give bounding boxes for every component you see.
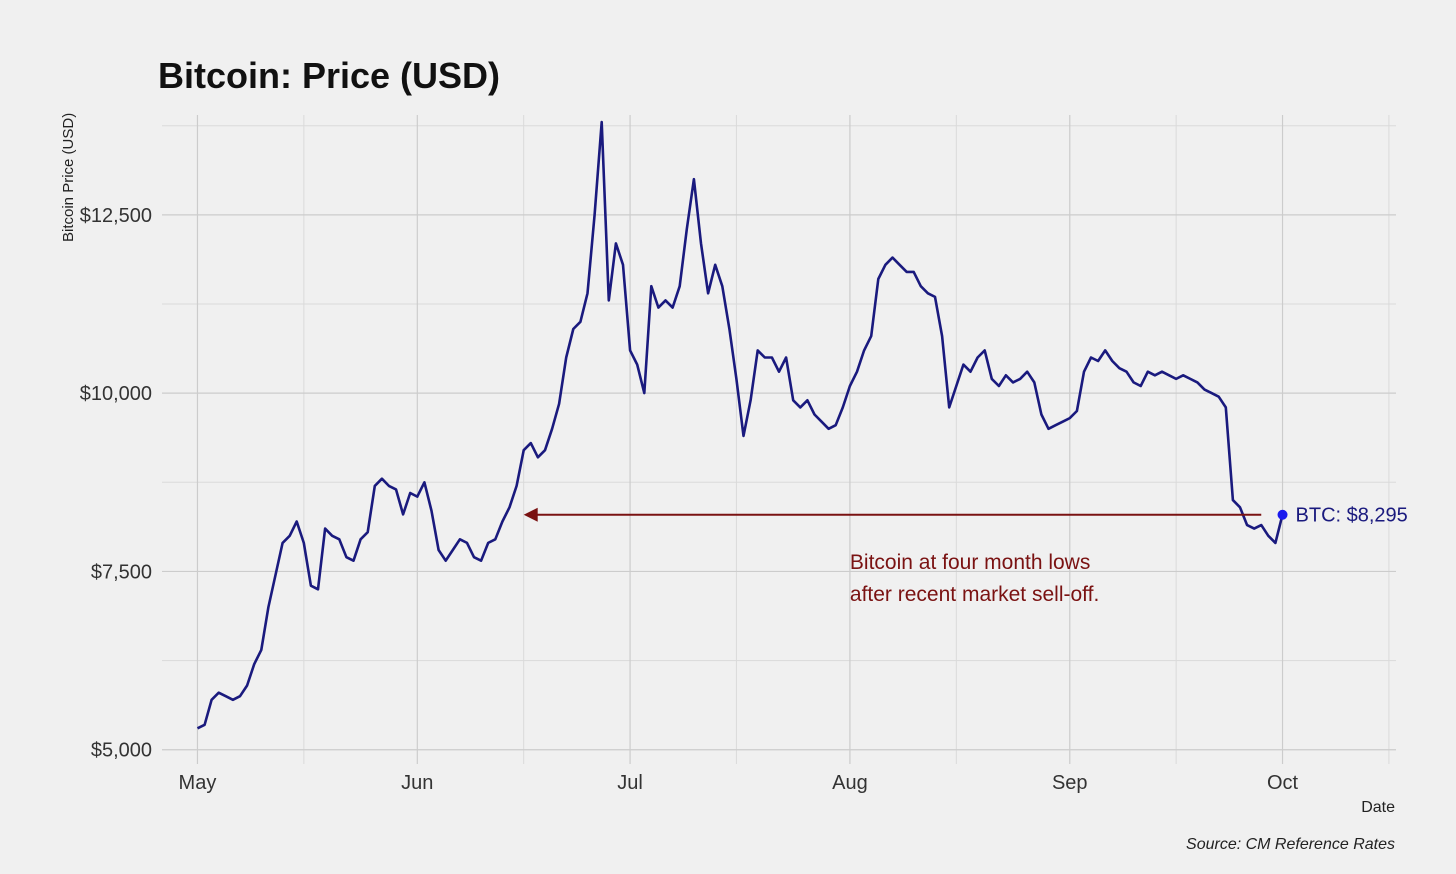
grid: [162, 115, 1396, 764]
price-line: [196, 120, 1284, 730]
source-caption: Source: CM Reference Rates: [1186, 836, 1395, 853]
y-tick-label: $7,500: [91, 561, 152, 583]
x-tick-label: Jun: [401, 772, 433, 794]
latest-price-point: [1277, 509, 1288, 520]
x-tick-label: Oct: [1267, 772, 1299, 794]
annotation-text-line-2: after recent market sell-off.: [850, 583, 1099, 606]
y-axis-title: Bitcoin Price (USD): [60, 113, 77, 242]
chart-title: Bitcoin: Price (USD): [158, 55, 500, 96]
x-tick-label: Jul: [617, 772, 643, 794]
x-tick-label: Sep: [1052, 772, 1088, 794]
x-tick-label: Aug: [832, 772, 868, 794]
y-tick-label: $10,000: [80, 383, 152, 405]
annotation-arrow: [523, 507, 1262, 522]
y-axis-ticks: $5,000 $7,500 $10,000 $12,500: [80, 205, 152, 762]
latest-price-label: BTC: $8,295: [1296, 505, 1408, 527]
annotation-text-line-1: Bitcoin at four month lows: [850, 551, 1090, 574]
annotation-text: Bitcoin at four month lows after recent …: [850, 551, 1099, 606]
x-axis-title: Date: [1361, 799, 1395, 816]
y-tick-label: $5,000: [91, 740, 152, 762]
x-tick-label: May: [179, 772, 217, 794]
annotation-arrow-head: [523, 507, 538, 522]
y-tick-label: $12,500: [80, 205, 152, 227]
x-axis-ticks: May Jun Jul Aug Sep Oct: [179, 772, 1299, 794]
